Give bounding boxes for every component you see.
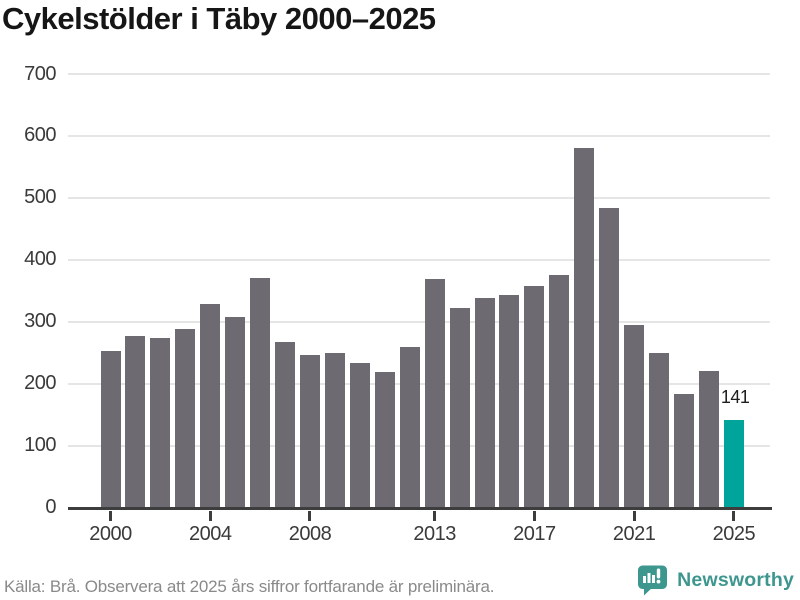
gridline-600 (68, 134, 770, 137)
bar-2017 (524, 285, 545, 508)
y-tick-label-300: 300 (24, 310, 56, 333)
bar-2021 (624, 325, 645, 508)
x-tick-label-2025: 2025 (712, 523, 756, 545)
bar-2012 (399, 347, 420, 508)
bar-2016 (499, 295, 520, 508)
x-tick-label-2000: 2000 (89, 523, 132, 545)
x-tick-label-2013: 2013 (413, 523, 456, 545)
x-tick-2025 (732, 510, 736, 521)
x-tick-2004 (208, 510, 212, 521)
bar-2014 (449, 308, 470, 508)
gridline-300 (68, 320, 770, 323)
gridline-400 (68, 258, 770, 261)
y-tick-label-700: 700 (24, 62, 56, 85)
x-tick-2021 (632, 510, 636, 521)
x-tick-label-2021: 2021 (612, 523, 656, 545)
bar-2019 (574, 147, 595, 508)
x-tick-label-2008: 2008 (288, 523, 332, 545)
bar-2006 (250, 277, 271, 508)
bar-2011 (374, 372, 395, 508)
gridline-700 (68, 73, 770, 75)
source-note: Källa: Brå. Observera att 2025 års siffr… (4, 577, 495, 596)
x-tick-2017 (532, 510, 536, 521)
bar-2018 (549, 275, 570, 508)
bar-2003 (175, 328, 196, 508)
bar-2020 (599, 207, 620, 508)
bar-2005 (225, 317, 246, 508)
y-tick-label-400: 400 (24, 248, 56, 271)
bar-2002 (150, 337, 171, 508)
x-axis-line (68, 506, 772, 510)
newsworthy-logo: Newsworthy (636, 563, 794, 597)
y-tick-label-600: 600 (24, 124, 56, 147)
bar-2022 (649, 352, 670, 508)
x-tick-2008 (308, 510, 312, 521)
y-tick-label-500: 500 (24, 186, 56, 209)
x-tick-2013 (433, 510, 437, 521)
bar-2007 (275, 342, 296, 508)
bar-2015 (474, 297, 495, 508)
bar-2000 (100, 350, 121, 508)
bar-2010 (349, 362, 370, 508)
value-label-2025: 141 (720, 387, 750, 407)
chart-title: Cykelstölder i Täby 2000–2025 (2, 1, 436, 36)
bar-2004 (200, 304, 221, 508)
bar-2008 (299, 355, 320, 508)
bar-2009 (324, 352, 345, 508)
bar-2013 (424, 278, 445, 508)
y-tick-label-0: 0 (45, 496, 56, 518)
x-tick-2000 (109, 510, 112, 521)
x-tick-label-2017: 2017 (513, 523, 556, 545)
x-tick-label-2004: 2004 (188, 523, 232, 545)
bar-2001 (125, 335, 146, 508)
y-tick-label-200: 200 (24, 372, 56, 395)
bar-2023 (674, 393, 695, 508)
brand-name: Newsworthy (677, 568, 794, 591)
bar-2025 (723, 420, 744, 508)
gridline-500 (68, 196, 770, 199)
bar-chart-bubble-icon (638, 565, 668, 596)
y-tick-label-100: 100 (24, 434, 56, 457)
bar-2024 (698, 371, 719, 508)
